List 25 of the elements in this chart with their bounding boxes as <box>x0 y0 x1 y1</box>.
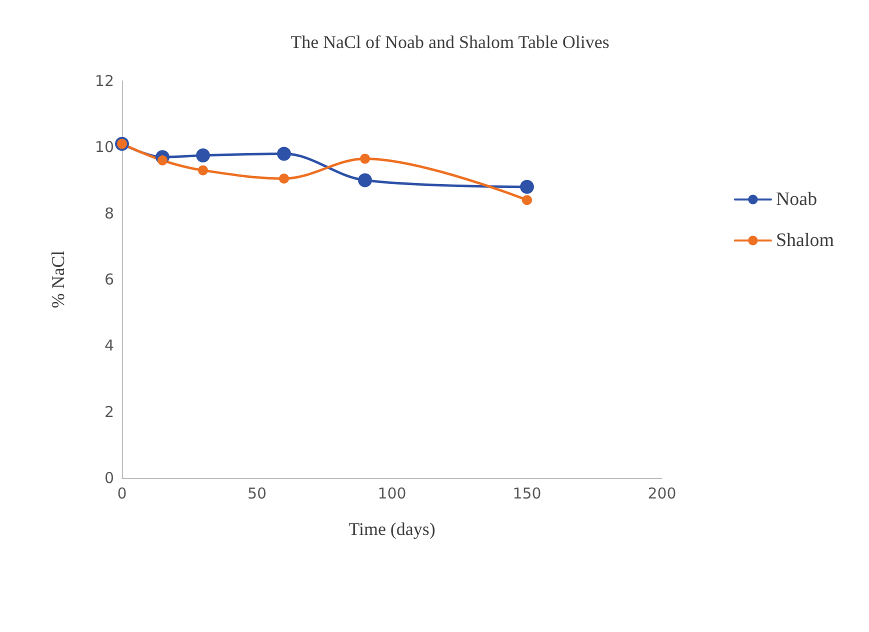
point <box>279 174 289 184</box>
legend-label: Noab <box>776 189 818 210</box>
x-tick-label: 200 <box>648 484 676 502</box>
x-tick-label: 0 <box>117 484 127 502</box>
x-tick-label: 100 <box>378 484 406 502</box>
x-axis-title: Time (days) <box>348 519 436 539</box>
point <box>358 173 372 188</box>
point <box>360 154 370 164</box>
point <box>198 165 208 176</box>
y-tick-label: 4 <box>104 336 114 355</box>
point <box>196 148 210 162</box>
y-axis-title: % NaCl <box>48 250 68 308</box>
y-tick-label: 6 <box>104 270 114 288</box>
legend-label: Shalom <box>776 230 834 251</box>
x-tick-label: 150 <box>512 484 542 502</box>
y-tick-label: 0 <box>104 469 114 487</box>
y-tick-label: 12 <box>94 72 114 90</box>
y-tick-label: 2 <box>104 402 114 421</box>
point <box>520 180 534 194</box>
point <box>277 146 291 161</box>
y-tick-label: 8 <box>104 204 114 222</box>
x-tick-label: 50 <box>247 484 267 502</box>
chart-title: The NaCl of Noab and Shalom Table Olives <box>290 32 610 52</box>
y-tick-label: 10 <box>94 138 114 156</box>
point <box>522 195 532 206</box>
